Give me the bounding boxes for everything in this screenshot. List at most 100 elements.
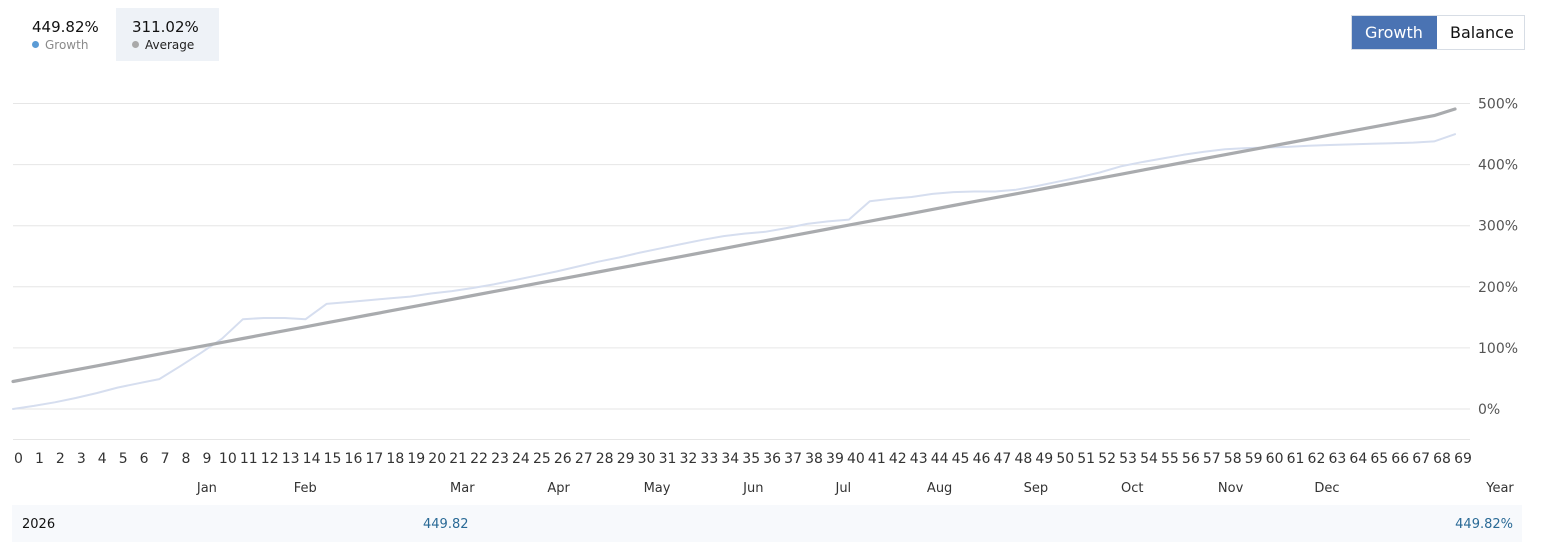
month-label: Jul <box>834 481 851 496</box>
growth-label: Growth <box>45 38 89 52</box>
x-tick-label: 47 <box>994 451 1012 467</box>
x-tick-label: 20 <box>428 451 446 467</box>
x-tick-label: 56 <box>1182 451 1200 467</box>
y-tick-label: 0% <box>1478 402 1500 418</box>
x-tick-label: 40 <box>847 451 865 467</box>
x-tick-label: 14 <box>303 451 321 467</box>
month-label: May <box>644 481 671 496</box>
x-tick-label: 61 <box>1287 451 1305 467</box>
average-value: 311.02% <box>132 18 199 36</box>
x-tick-label: 59 <box>1245 451 1263 467</box>
x-tick-label: 54 <box>1140 451 1158 467</box>
x-tick-label: 7 <box>161 451 170 467</box>
x-tick-label: 58 <box>1224 451 1242 467</box>
x-tick-label: 43 <box>910 451 928 467</box>
y-tick-label: 200% <box>1478 280 1518 296</box>
x-tick-label: 17 <box>365 451 383 467</box>
x-tick-label: 68 <box>1433 451 1451 467</box>
x-tick-label: 49 <box>1035 451 1053 467</box>
x-tick-label: 34 <box>721 451 739 467</box>
year-summary-row: 2026 449.82 449.82% <box>12 505 1522 542</box>
x-tick-label: 50 <box>1056 451 1074 467</box>
x-tick-label: 63 <box>1328 451 1346 467</box>
x-tick-label: 11 <box>240 451 258 467</box>
month-label: Dec <box>1314 481 1339 496</box>
x-tick-label: 1 <box>35 451 44 467</box>
x-tick-label: 12 <box>261 451 279 467</box>
x-tick-label: 30 <box>638 451 656 467</box>
x-tick-label: 5 <box>119 451 128 467</box>
growth-tab-button[interactable]: Growth <box>1352 16 1437 49</box>
x-tick-label: 6 <box>140 451 149 467</box>
y-axis-ticks: 0% 100% 200% 300% 400% 500% <box>1478 97 1518 419</box>
x-tick-label: 0 <box>14 451 23 467</box>
month-label: Apr <box>547 481 570 496</box>
x-tick-label: 66 <box>1391 451 1409 467</box>
x-tick-label: 57 <box>1203 451 1221 467</box>
year-value: 449.82 <box>423 517 469 532</box>
x-tick-label: 19 <box>407 451 425 467</box>
chart-series <box>11 107 1457 410</box>
growth-series-line <box>12 133 1456 410</box>
month-label: Aug <box>927 481 952 496</box>
x-tick-label: 28 <box>596 451 614 467</box>
x-tick-label: 48 <box>1014 451 1032 467</box>
average-label: Average <box>145 38 195 52</box>
month-label: Jun <box>742 481 763 496</box>
growth-dot-icon <box>32 41 39 48</box>
x-tick-label: 21 <box>449 451 467 467</box>
year-label: 2026 <box>22 517 56 532</box>
x-tick-label: 60 <box>1266 451 1284 467</box>
growth-value: 449.82% <box>32 18 99 36</box>
x-tick-label: 44 <box>931 451 949 467</box>
x-tick-label: 36 <box>763 451 781 467</box>
x-tick-label: 10 <box>219 451 237 467</box>
x-tick-label: 69 <box>1454 451 1472 467</box>
month-label: Jan <box>196 481 217 496</box>
x-tick-label: 41 <box>868 451 886 467</box>
growth-chart: 0%100%200%300%400%500% 0 1 2 3 4 5 6 7 8 9 10 11 12 1… <box>11 97 1518 496</box>
x-tick-label: 52 <box>1098 451 1116 467</box>
x-tick-label: 9 <box>202 451 211 467</box>
month-label: Mar <box>450 481 475 496</box>
x-tick-label: 29 <box>617 451 635 467</box>
y-tick-label: 500% <box>1478 97 1518 113</box>
x-tick-label: 38 <box>805 451 823 467</box>
x-tick-label: 64 <box>1349 451 1367 467</box>
x-tick-label: 26 <box>554 451 572 467</box>
x-tick-label: 8 <box>182 451 191 467</box>
x-tick-label: 31 <box>659 451 677 467</box>
x-tick-label: 39 <box>826 451 844 467</box>
legend-average[interactable]: 311.02% Average <box>116 8 219 61</box>
x-tick-label: 18 <box>386 451 404 467</box>
month-label: Feb <box>294 481 317 496</box>
x-tick-label: 16 <box>345 451 363 467</box>
x-tick-label: 32 <box>679 451 697 467</box>
x-tick-label: 55 <box>1161 451 1179 467</box>
x-tick-label: 13 <box>282 451 300 467</box>
x-tick-label: 25 <box>533 451 551 467</box>
x-tick-label: 42 <box>889 451 907 467</box>
month-label: Oct <box>1121 481 1143 496</box>
legend-growth[interactable]: 449.82% Growth <box>16 8 114 61</box>
x-tick-label: 24 <box>512 451 530 467</box>
x-tick-label: 53 <box>1119 451 1137 467</box>
y-tick-label: 100% <box>1478 341 1518 357</box>
month-label: Sep <box>1024 481 1049 496</box>
balance-tab-button[interactable]: Balance <box>1437 16 1524 49</box>
x-tick-label: 67 <box>1412 451 1430 467</box>
growth-legend-label: Growth <box>32 37 98 53</box>
x-tick-label: 3 <box>77 451 86 467</box>
x-tick-label: 51 <box>1077 451 1095 467</box>
x-tick-label: 4 <box>98 451 107 467</box>
chart-mode-toggle: Growth Balance <box>1351 15 1525 50</box>
chart-grid <box>13 103 1470 441</box>
average-legend-label: Average <box>132 37 203 53</box>
year-total: 449.82% <box>1455 517 1513 532</box>
x-tick-label: 62 <box>1308 451 1326 467</box>
x-tick-label: 65 <box>1370 451 1388 467</box>
x-tick-label: 23 <box>491 451 509 467</box>
x-axis-ticks: 0 1 2 3 4 5 6 7 8 9 10 11 12 13 14 15 16 17 18 19 20 21 22 23 24… <box>14 451 1472 467</box>
y-tick-label: 300% <box>1478 219 1518 235</box>
x-tick-label: 2 <box>56 451 65 467</box>
